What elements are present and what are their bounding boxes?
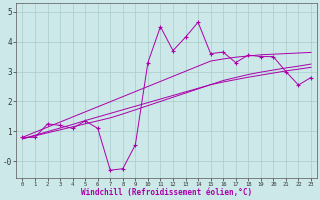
X-axis label: Windchill (Refroidissement éolien,°C): Windchill (Refroidissement éolien,°C) xyxy=(81,188,252,197)
